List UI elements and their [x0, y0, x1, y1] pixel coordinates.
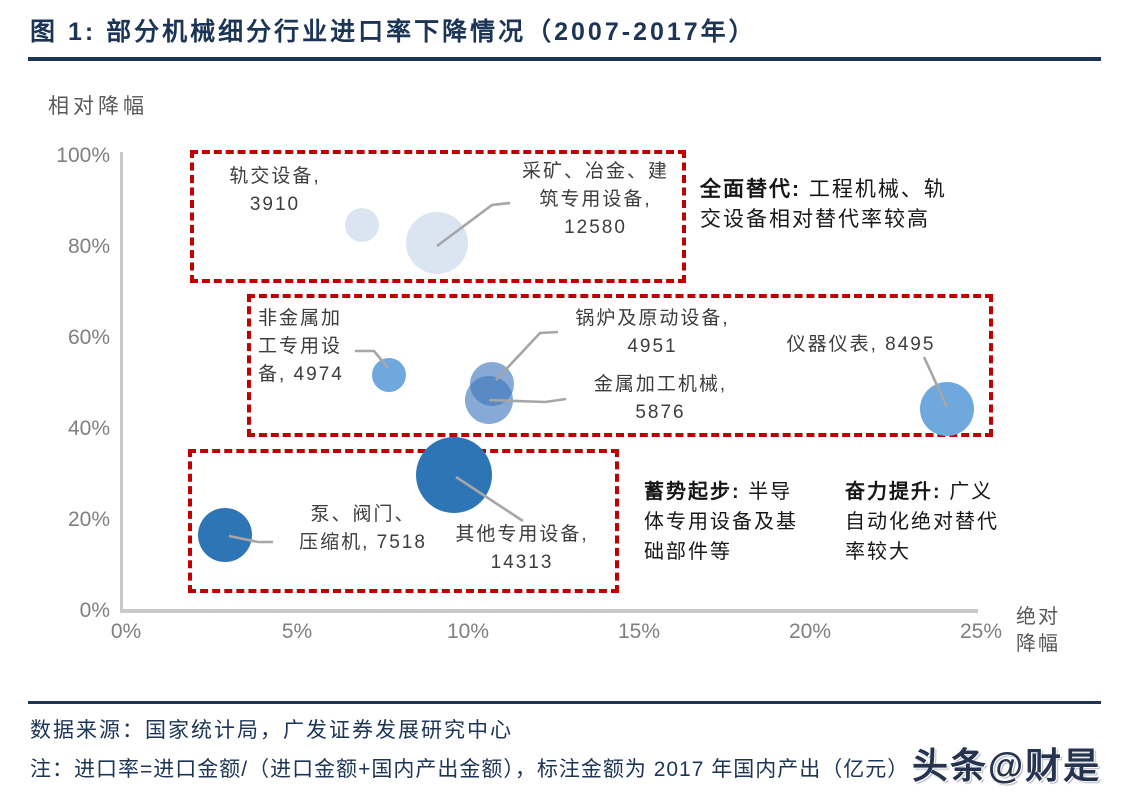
- bubble-label-line: 非金属加: [258, 308, 343, 329]
- bubble-label-metal-working: 金属加工机械, 5876: [558, 371, 763, 427]
- y-tick-label: 60%: [67, 325, 110, 349]
- bubble-metal-working: [464, 376, 513, 425]
- x-tick-label: 5%: [281, 620, 313, 643]
- bubble-label-line: 工专用设: [258, 336, 343, 357]
- annotation-line: 础部件等: [644, 541, 732, 563]
- annotation-line: 交设备相对替代率较高: [700, 208, 930, 231]
- footer-rule: [28, 701, 1101, 704]
- data-source-text: 数据来源：国家统计局，广发证券发展研究中心: [30, 719, 513, 742]
- bubble-label-line: 备, 4974: [258, 364, 344, 385]
- bubble-label-line: 轨交设备,: [229, 166, 321, 187]
- bubble-label-boiler-prime-mover: 锅炉及原动设备, 4951: [550, 305, 755, 361]
- y-axis-line: [120, 152, 123, 613]
- x-axis-title: 绝对 降幅: [1016, 604, 1060, 658]
- y-tick-label: 80%: [67, 234, 110, 258]
- y-axis-title: 相对降幅: [48, 95, 148, 118]
- bubble-rail-transit: [344, 208, 379, 243]
- bubble-label-line: 泵、阀门、: [310, 504, 416, 525]
- y-tick-label: 40%: [67, 416, 110, 440]
- annotation-head: 全面替代:: [700, 178, 801, 201]
- watermark-text: 头条@财是: [912, 745, 1102, 786]
- bubble-pump-valve-compressor: [198, 507, 253, 562]
- bubble-label-line: 筑专用设备,: [539, 189, 652, 210]
- y-tick-label: 0%: [79, 599, 110, 622]
- figure-title: 图 1: 部分机械细分行业进口率下降情况（2007-2017年）: [30, 18, 757, 46]
- bubble-label-rail-transit: 轨交设备, 3910: [200, 163, 350, 219]
- annotation-striving-to-improve: 奋力提升: 广义 自动化绝对替代 率较大: [845, 477, 999, 567]
- x-axis-line: [120, 609, 978, 613]
- annotation-head: 蓄势起步:: [644, 481, 741, 503]
- x-tick-label: 0%: [110, 620, 142, 643]
- annotation-line: 体专用设备及基: [644, 511, 798, 533]
- y-tick-label: 100%: [56, 143, 110, 167]
- bubble-label-mining-metallurgy-construction: 采矿、冶金、建 筑专用设备, 12580: [498, 158, 693, 242]
- bubble-label-line: 14313: [490, 552, 554, 573]
- bubble-label-nonmetal-processing: 非金属加工专用设备, 4974: [258, 305, 376, 389]
- group-box-bottom: [188, 449, 619, 593]
- bubble-label-line: 锅炉及原动设备,: [575, 308, 730, 329]
- annotation-line: 蓄势起步: 半导: [644, 481, 793, 503]
- x-axis-title-line1: 绝对: [1016, 606, 1060, 628]
- x-tick-label: 25%: [959, 620, 1003, 643]
- group-box-top: [190, 150, 686, 283]
- bubble-label-line: 金属加工机械,: [593, 374, 728, 395]
- bubble-label-line: 仪器仪表, 8495: [786, 334, 936, 355]
- bubble-instruments: [919, 382, 974, 437]
- annotation-line: 自动化绝对替代: [845, 511, 999, 533]
- note-text: 注：进口率=进口金额/（进口金额+国内产出金额），标注金额为 2017 年国内产…: [30, 758, 910, 781]
- annotation-head: 奋力提升:: [845, 481, 942, 503]
- bubble-label-line: 压缩机, 7518: [299, 532, 427, 553]
- bubble-label-line: 采矿、冶金、建: [521, 161, 669, 182]
- bubble-label-pump-valve-compressor: 泵、阀门、压缩机, 7518: [272, 501, 454, 557]
- annotation-gaining-momentum: 蓄势起步: 半导 体专用设备及基 础部件等: [644, 477, 798, 567]
- bubble-label-other-special-equipment: 其他专用设备, 14313: [438, 521, 606, 577]
- bubble-label-line: 12580: [564, 217, 627, 238]
- bubble-label-line: 其他专用设备,: [455, 524, 589, 545]
- title-rule: [28, 57, 1101, 61]
- group-box-middle: [247, 294, 993, 437]
- annotation-line: 奋力提升: 广义: [845, 481, 994, 503]
- bubble-label-line: 5876: [635, 402, 686, 423]
- bubble-label-line: 4951: [627, 336, 678, 357]
- bubble-label-line: 3910: [249, 194, 301, 215]
- y-tick-label: 20%: [67, 507, 110, 531]
- bubble-label-instruments: 仪器仪表, 8495: [766, 331, 956, 359]
- annotation-full-replacement: 全面替代: 工程机械、轨 交设备相对替代率较高: [700, 175, 947, 235]
- x-tick-label: 10%: [446, 620, 490, 643]
- annotation-line: 全面替代: 工程机械、轨: [700, 178, 947, 201]
- x-axis-title-line2: 降幅: [1016, 633, 1060, 655]
- x-tick-label: 20%: [788, 620, 832, 643]
- x-tick-label: 15%: [617, 620, 661, 643]
- annotation-line: 率较大: [845, 541, 911, 563]
